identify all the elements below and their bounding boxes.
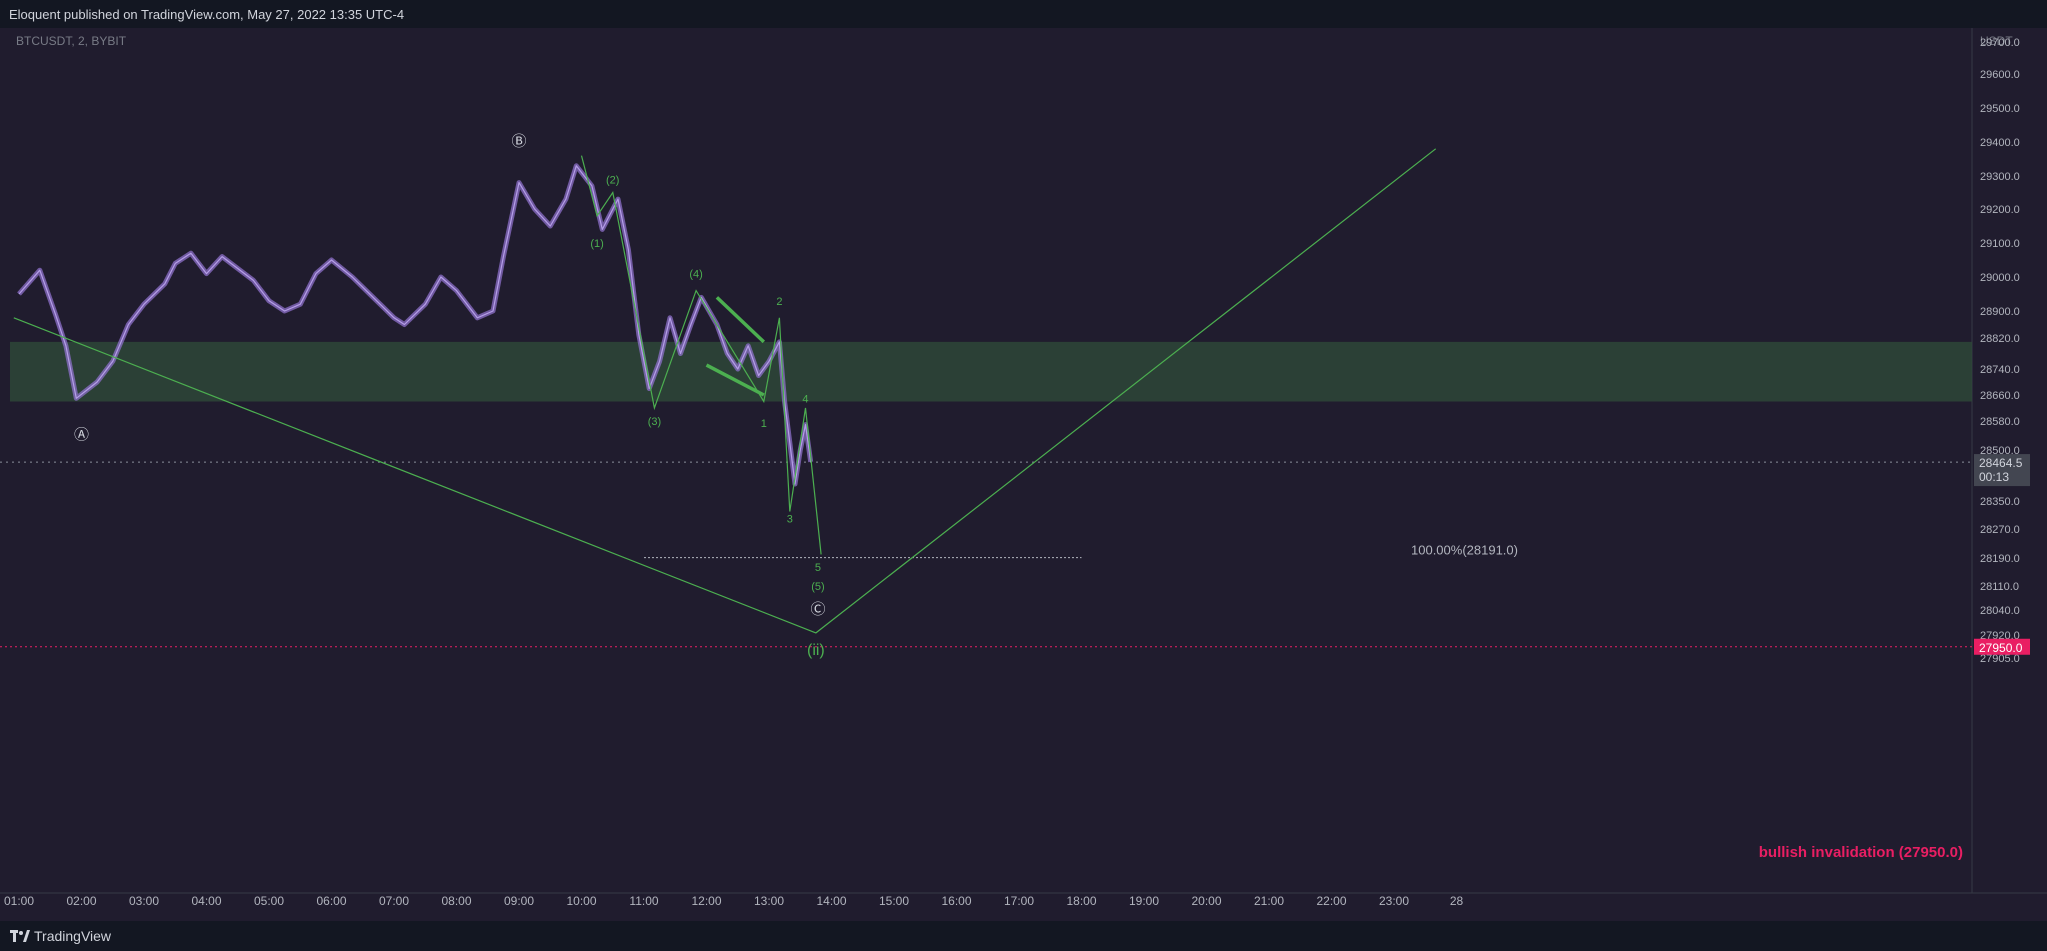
x-tick-label-13: 14:00 [816, 894, 846, 908]
x-tick-label-17: 18:00 [1066, 894, 1096, 908]
x-tick-label-4: 05:00 [254, 894, 284, 908]
y-tick-label-15: 28270.0 [1980, 524, 2020, 536]
x-tick-label-5: 06:00 [316, 894, 346, 908]
wave-label-3: (1) [590, 238, 603, 250]
y-tick-label-8: 28900.0 [1980, 306, 2020, 318]
wave-label-12: 4 [802, 393, 808, 405]
wave-label-0: Ⓐ [74, 427, 89, 444]
y-tick-label-12: 28580.0 [1980, 416, 2020, 428]
time-axis-ticks: 01:00 02:00 03:00 04:00 05:00 06:00 07:00 08:00… [4, 894, 1464, 908]
y-tick-label-20: 27905.0 [1980, 653, 2020, 665]
wave-label-9: 1 [761, 418, 767, 430]
x-tick-label-12: 13:00 [754, 894, 784, 908]
x-tick-label-20: 21:00 [1254, 894, 1284, 908]
wave-label-11: 3 [787, 514, 793, 526]
y-tick-label-5: 29200.0 [1980, 204, 2020, 216]
x-tick-label-6: 07:00 [379, 894, 409, 908]
tradingview-brand: TradingView [34, 928, 112, 944]
x-tick-label-2: 03:00 [129, 894, 159, 908]
support-zone [10, 341, 1972, 402]
invalidation-value: 27950.0 [1979, 641, 2023, 655]
wave-label-7: (5) [811, 581, 824, 593]
x-tick-label-8: 09:00 [504, 894, 534, 908]
price-path-core [18, 165, 812, 485]
x-tick-label-7: 08:00 [441, 894, 471, 908]
y-tick-label-6: 29100.0 [1980, 238, 2020, 250]
x-tick-label-10: 11:00 [629, 894, 658, 908]
wave-label-2: Ⓒ [810, 601, 825, 618]
wave-labels: Ⓐ Ⓑ Ⓒ (1) (2) (3) (4) (5) (ii) 1 2 3 4 5 [74, 133, 825, 659]
wave-label-5: (3) [648, 416, 661, 428]
y-tick-label-13: 28500.0 [1980, 445, 2020, 457]
y-tick-label-10: 28740.0 [1980, 364, 2020, 376]
wedge-line-0 [715, 296, 766, 344]
x-tick-label-16: 17:00 [1004, 894, 1034, 908]
symbol-label: BTCUSDT, 2, BYBIT [16, 34, 127, 48]
y-tick-label-11: 28660.0 [1980, 390, 2020, 402]
x-tick-label-9: 10:00 [566, 894, 596, 908]
wave-label-6: (4) [689, 269, 702, 281]
last-price-countdown: 00:13 [1979, 470, 2009, 484]
y-tick-label-3: 29400.0 [1980, 137, 2020, 149]
y-tick-label-17: 28110.0 [1980, 581, 2019, 593]
y-tick-label-9: 28820.0 [1980, 333, 2020, 345]
y-tick-label-18: 28040.0 [1980, 605, 2020, 617]
price-axis-ticks: 29700.0 29600.0 29500.0 29400.0 29300.0 29200… [1980, 37, 2020, 665]
x-tick-label-3: 04:00 [191, 894, 221, 908]
time-axis-background [0, 893, 2047, 921]
y-tick-label-16: 28190.0 [1980, 553, 2020, 565]
x-tick-label-23: 28 [1450, 894, 1464, 908]
wave-label-13: 5 [815, 562, 821, 574]
footer: TradingView [0, 921, 2047, 951]
x-tick-label-21: 22:00 [1316, 894, 1346, 908]
fib-level-label: 100.00%(28191.0) [1411, 543, 1518, 558]
y-tick-label-4: 29300.0 [1980, 171, 2020, 183]
currency-label: USDT [1980, 34, 2013, 48]
x-tick-label-19: 20:00 [1191, 894, 1221, 908]
publish-line: Eloquent published on TradingView.com, M… [9, 7, 405, 22]
y-tick-label-14: 28350.0 [1980, 496, 2020, 508]
tradingview-logo-icon [10, 930, 30, 942]
price-series [17, 163, 814, 487]
x-tick-label-22: 23:00 [1379, 894, 1409, 908]
y-tick-label-7: 29000.0 [1980, 272, 2020, 284]
x-tick-label-15: 16:00 [941, 894, 971, 908]
plot-background [0, 28, 1972, 893]
x-tick-label-11: 12:00 [691, 894, 721, 908]
last-price-marker: 28464.5 00:13 [1974, 454, 2030, 487]
wave-line-1 [580, 155, 822, 555]
wave-label-10: 2 [776, 296, 782, 308]
wave-line-0 [13, 148, 1437, 634]
invalidation-label: bullish invalidation (27950.0) [1759, 844, 1963, 861]
price-chart[interactable]: Ⓐ Ⓑ Ⓒ (1) (2) (3) (4) (5) (ii) 1 2 3 4 5 BTCUSDT, 2, … [0, 28, 2047, 921]
x-tick-label-14: 15:00 [879, 894, 909, 908]
x-tick-label-1: 02:00 [66, 894, 96, 908]
y-tick-label-2: 29500.0 [1980, 103, 2020, 115]
y-tick-label-0: 29700.0 [1980, 37, 2020, 49]
last-price-value: 28464.5 [1979, 456, 2023, 470]
y-tick-label-1: 29600.0 [1980, 69, 2020, 81]
publish-header: Eloquent published on TradingView.com, M… [0, 0, 2047, 28]
wave-label-8: (ii) [807, 642, 825, 659]
x-tick-label-0: 01:00 [4, 894, 34, 908]
invalidation-marker: 27950.0 [1974, 638, 2030, 655]
wave-label-1: Ⓑ [511, 133, 526, 150]
wedge-line-1 [705, 363, 765, 397]
wave-label-4: (2) [606, 174, 619, 186]
x-tick-label-18: 19:00 [1129, 894, 1159, 908]
elliott-wave-lines [13, 148, 1437, 634]
